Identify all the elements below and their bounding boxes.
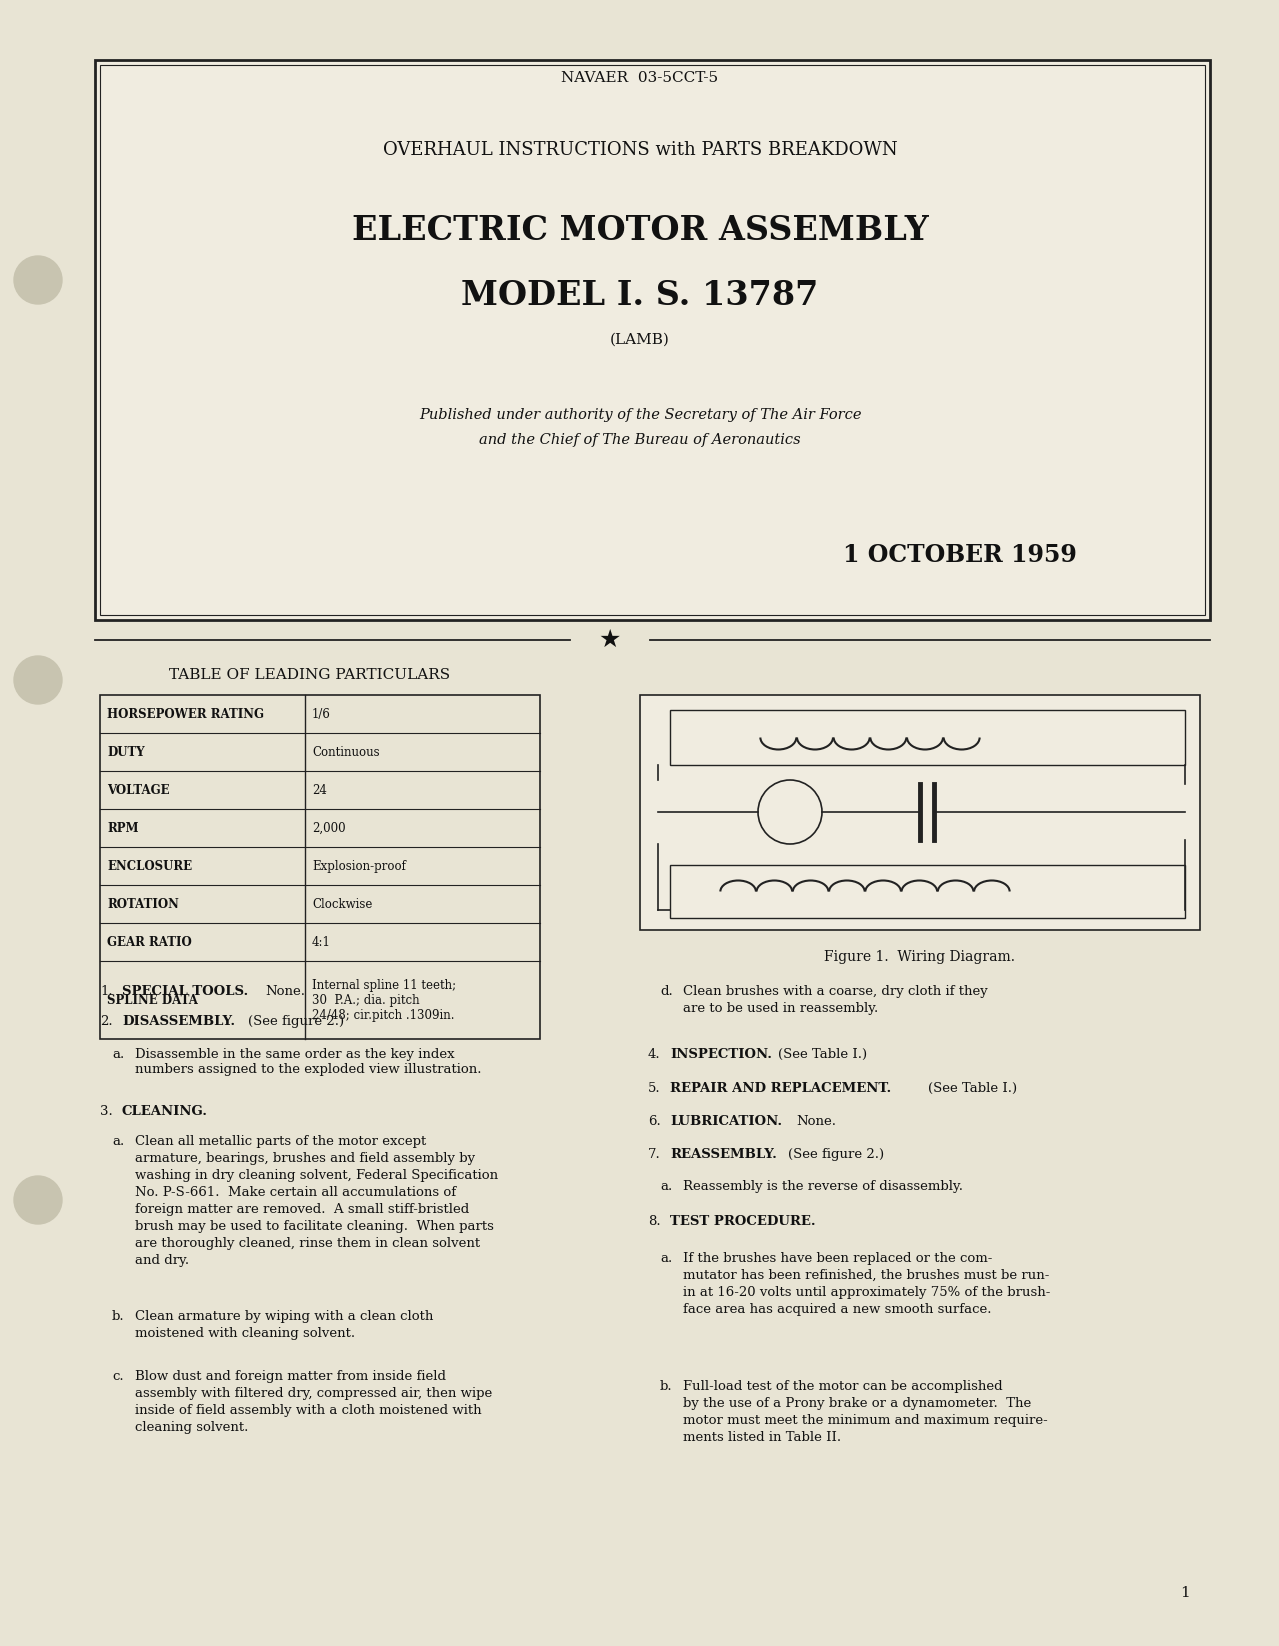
Text: Reassembly is the reverse of disassembly.: Reassembly is the reverse of disassembly… xyxy=(683,1180,963,1193)
Text: ★: ★ xyxy=(599,629,622,652)
Text: Continuous: Continuous xyxy=(312,746,380,759)
Text: SPECIAL TOOLS.: SPECIAL TOOLS. xyxy=(122,984,248,997)
Text: (See figure 2.): (See figure 2.) xyxy=(248,1016,344,1029)
Text: (See figure 2.): (See figure 2.) xyxy=(788,1147,884,1160)
Text: b.: b. xyxy=(660,1379,673,1393)
Text: 5.: 5. xyxy=(648,1081,661,1095)
Text: a.: a. xyxy=(113,1049,124,1062)
Text: None.: None. xyxy=(265,984,304,997)
Text: OVERHAUL INSTRUCTIONS with PARTS BREAKDOWN: OVERHAUL INSTRUCTIONS with PARTS BREAKDO… xyxy=(382,142,898,160)
Text: Explosion-proof: Explosion-proof xyxy=(312,859,405,872)
Circle shape xyxy=(14,657,61,704)
Text: 1 OCTOBER 1959: 1 OCTOBER 1959 xyxy=(843,543,1077,566)
Text: MODEL I. S. 13787: MODEL I. S. 13787 xyxy=(462,278,819,311)
Text: Disassemble in the same order as the key index
numbers assigned to the exploded : Disassemble in the same order as the key… xyxy=(136,1049,481,1076)
Text: HORSEPOWER RATING: HORSEPOWER RATING xyxy=(107,708,263,721)
Text: Clean brushes with a coarse, dry cloth if they
are to be used in reassembly.: Clean brushes with a coarse, dry cloth i… xyxy=(683,984,987,1016)
Bar xyxy=(670,866,1186,918)
Bar xyxy=(640,695,1200,930)
Text: and the Chief of The Bureau of Aeronautics: and the Chief of The Bureau of Aeronauti… xyxy=(480,433,801,448)
Text: d.: d. xyxy=(660,984,673,997)
Text: 7.: 7. xyxy=(648,1147,661,1160)
Bar xyxy=(670,709,1186,765)
Text: 4.: 4. xyxy=(648,1049,661,1062)
Text: 4:1: 4:1 xyxy=(312,935,331,948)
Text: a.: a. xyxy=(113,1136,124,1147)
Circle shape xyxy=(14,1175,61,1225)
Text: REASSEMBLY.: REASSEMBLY. xyxy=(670,1147,776,1160)
Text: Internal spline 11 teeth;
30  P.A.; dia. pitch
24/48; cir.pitch .1309in.: Internal spline 11 teeth; 30 P.A.; dia. … xyxy=(312,978,457,1022)
Circle shape xyxy=(14,257,61,305)
Text: ROTATION: ROTATION xyxy=(107,897,179,910)
Text: GEAR RATIO: GEAR RATIO xyxy=(107,935,192,948)
Text: INSPECTION.: INSPECTION. xyxy=(670,1049,773,1062)
Text: Full-load test of the motor can be accomplished
by the use of a Prony brake or a: Full-load test of the motor can be accom… xyxy=(683,1379,1048,1444)
Text: None.: None. xyxy=(796,1114,836,1128)
Text: LUBRICATION.: LUBRICATION. xyxy=(670,1114,783,1128)
Text: Figure 1.  Wiring Diagram.: Figure 1. Wiring Diagram. xyxy=(825,950,1016,965)
Text: Clockwise: Clockwise xyxy=(312,897,372,910)
Text: ENCLOSURE: ENCLOSURE xyxy=(107,859,192,872)
Text: 8.: 8. xyxy=(648,1215,661,1228)
Text: REPAIR AND REPLACEMENT.: REPAIR AND REPLACEMENT. xyxy=(670,1081,891,1095)
Text: 6.: 6. xyxy=(648,1114,661,1128)
Text: SPLINE DATA: SPLINE DATA xyxy=(107,994,198,1006)
Text: (See Table I.): (See Table I.) xyxy=(929,1081,1017,1095)
Text: Blow dust and foreign matter from inside field
assembly with filtered dry, compr: Blow dust and foreign matter from inside… xyxy=(136,1369,492,1434)
Text: DISASSEMBLY.: DISASSEMBLY. xyxy=(122,1016,235,1029)
Text: 2,000: 2,000 xyxy=(312,821,345,835)
Text: c.: c. xyxy=(113,1369,124,1383)
Bar xyxy=(95,59,1210,621)
Text: DUTY: DUTY xyxy=(107,746,145,759)
Text: a.: a. xyxy=(660,1180,673,1193)
Text: TABLE OF LEADING PARTICULARS: TABLE OF LEADING PARTICULARS xyxy=(169,668,450,681)
Text: 1: 1 xyxy=(1181,1587,1189,1600)
Text: Clean armature by wiping with a clean cloth
moistened with cleaning solvent.: Clean armature by wiping with a clean cl… xyxy=(136,1310,434,1340)
Text: 1.: 1. xyxy=(100,984,113,997)
Text: Published under authority of the Secretary of The Air Force: Published under authority of the Secreta… xyxy=(418,408,861,421)
Text: 1/6: 1/6 xyxy=(312,708,331,721)
Bar xyxy=(100,695,540,1039)
Text: Clean all metallic parts of the motor except
armature, bearings, brushes and fie: Clean all metallic parts of the motor ex… xyxy=(136,1136,498,1267)
Text: 2.: 2. xyxy=(100,1016,113,1029)
Bar xyxy=(100,64,1205,616)
Text: VOLTAGE: VOLTAGE xyxy=(107,783,170,797)
Text: (See Table I.): (See Table I.) xyxy=(778,1049,867,1062)
Text: If the brushes have been replaced or the com-
mutator has been refinished, the b: If the brushes have been replaced or the… xyxy=(683,1253,1050,1317)
Text: a.: a. xyxy=(660,1253,673,1266)
Text: RPM: RPM xyxy=(107,821,138,835)
Text: CLEANING.: CLEANING. xyxy=(122,1104,208,1118)
Text: (LAMB): (LAMB) xyxy=(610,332,670,347)
Text: TEST PROCEDURE.: TEST PROCEDURE. xyxy=(670,1215,816,1228)
Text: NAVAER  03-5CCT-5: NAVAER 03-5CCT-5 xyxy=(561,71,719,86)
Text: 24: 24 xyxy=(312,783,327,797)
Text: ELECTRIC MOTOR ASSEMBLY: ELECTRIC MOTOR ASSEMBLY xyxy=(352,214,929,247)
Text: 3.: 3. xyxy=(100,1104,113,1118)
Text: b.: b. xyxy=(113,1310,124,1323)
